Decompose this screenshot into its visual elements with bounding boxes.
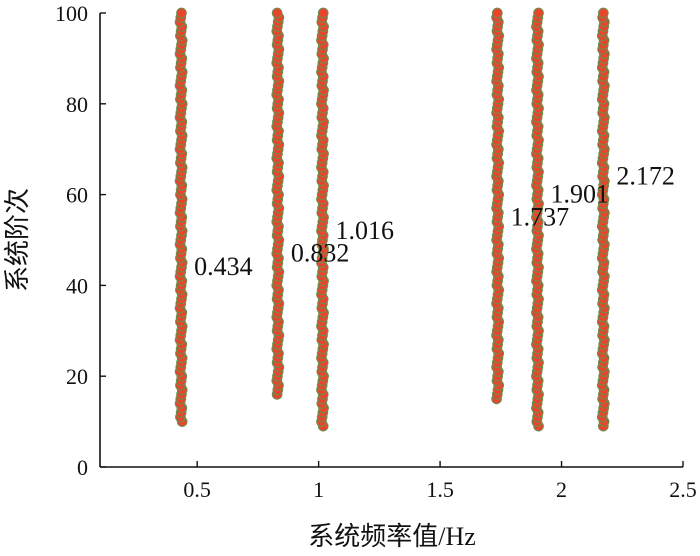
x-tick-label: 1 <box>313 477 324 502</box>
data-point <box>533 7 544 19</box>
y-tick-label: 20 <box>66 364 88 389</box>
axis-ticks: 0.5 1 1.5 2 2.5 0 20 40 60 80 100 <box>55 1 697 502</box>
data-label: 1.901 <box>550 180 609 209</box>
y-axis-title: 系统阶次 <box>3 188 32 292</box>
y-tick-label: 80 <box>66 92 88 117</box>
data-point <box>271 7 283 19</box>
data-label: 2.172 <box>616 161 675 190</box>
y-tick-label: 100 <box>55 1 88 26</box>
series-1.737-column <box>491 7 505 405</box>
x-tick-label: 2.5 <box>669 477 697 502</box>
data-point <box>176 7 187 19</box>
y-tick-label: 60 <box>66 183 88 208</box>
y-tick-label: 40 <box>66 273 88 298</box>
data-point <box>597 7 609 19</box>
series-0.832-column <box>271 7 285 400</box>
data-label: 1.737 <box>511 202 569 231</box>
y-tick-label: 0 <box>77 455 88 480</box>
x-axis-title: 系统频率值/Hz <box>308 522 476 551</box>
x-tick-label: 1.5 <box>426 477 454 502</box>
data-point <box>317 7 329 19</box>
data-label: 1.016 <box>336 216 395 245</box>
series-0.434-column <box>174 7 188 427</box>
series-1.016-column <box>316 7 329 432</box>
data-label: 0.434 <box>194 252 253 281</box>
series-2.172-column <box>596 7 610 432</box>
x-tick-label: 0.5 <box>183 477 211 502</box>
data-label: 0.832 <box>291 239 350 268</box>
series-1.901-column <box>531 7 544 432</box>
x-tick-label: 2 <box>556 477 567 502</box>
data-point <box>491 7 503 19</box>
series-marks <box>174 7 610 432</box>
